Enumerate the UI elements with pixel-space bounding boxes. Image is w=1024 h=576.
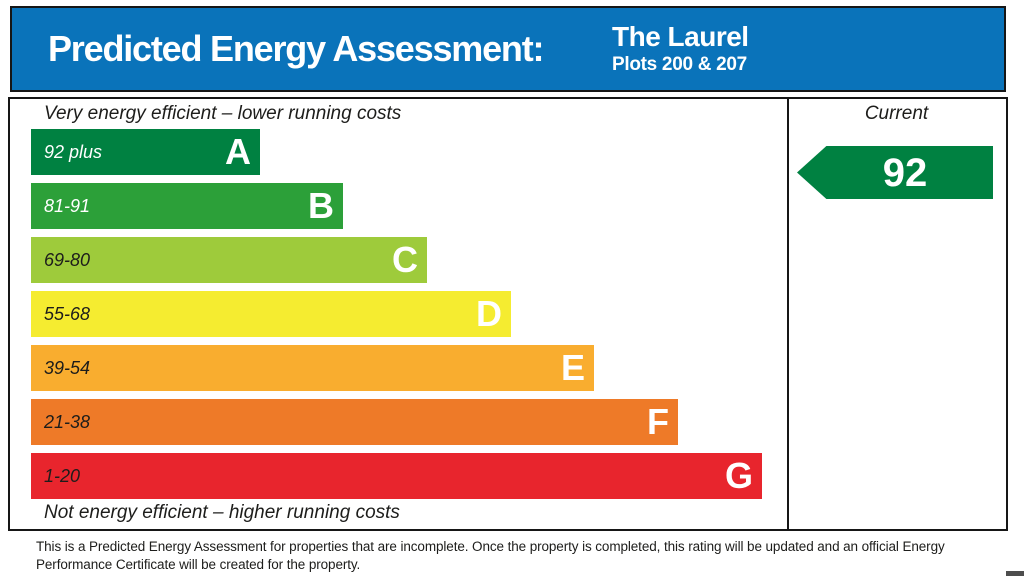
band-range-c: 69-80 (44, 249, 91, 270)
band-letter-g: G (724, 455, 753, 496)
current-rating-value: 92 (882, 150, 928, 195)
band-row-f: 21-38 F (31, 399, 678, 445)
header-banner: Predicted Energy Assessment: The Laurel … (10, 6, 1006, 92)
column-divider (787, 99, 789, 529)
property-name: The Laurel (612, 21, 749, 52)
current-rating-arrow: 92 (797, 146, 993, 199)
band-letter-c: C (392, 239, 418, 280)
band-letter-e: E (560, 347, 585, 388)
bottom-caption: Not energy efficient – higher running co… (44, 502, 400, 523)
band-letter-f: F (647, 401, 669, 442)
band-range-e: 39-54 (44, 357, 91, 378)
band-range-a: 92 plus (44, 141, 103, 162)
top-caption: Very energy efficient – lower running co… (44, 103, 402, 124)
band-row-g: 1-20 G (31, 453, 762, 499)
band-row-d: 55-68 D (31, 291, 511, 337)
property-block: The Laurel Plots 200 & 207 (612, 22, 749, 75)
band-row-e: 39-54 E (31, 345, 594, 391)
band-range-b: 81-91 (44, 195, 91, 216)
band-letter-d: D (476, 293, 502, 334)
band-row-a: 92 plus A (31, 129, 260, 175)
energy-rating-chart: Very energy efficient – lower running co… (8, 97, 1008, 531)
band-range-d: 55-68 (44, 303, 91, 324)
band-row-c: 69-80 C (31, 237, 427, 283)
page-title: Predicted Energy Assessment: (48, 28, 544, 69)
page-corner-mark (1006, 571, 1024, 576)
disclaimer-text: This is a Predicted Energy Assessment fo… (36, 539, 945, 572)
band-letter-b: B (308, 185, 334, 226)
current-column-label: Current (864, 103, 929, 124)
property-plots: Plots 200 & 207 (612, 54, 747, 76)
band-range-g: 1-20 (44, 465, 81, 486)
band-range-f: 21-38 (44, 411, 91, 432)
band-letter-a: A (225, 131, 251, 172)
band-row-b: 81-91 B (31, 183, 343, 229)
